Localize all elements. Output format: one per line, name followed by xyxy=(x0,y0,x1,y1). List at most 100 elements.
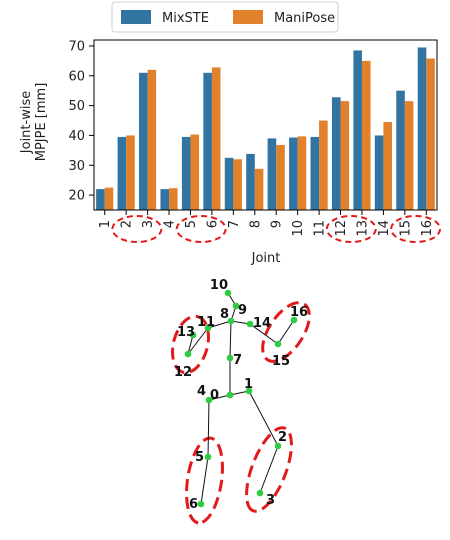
bar-mixste-7 xyxy=(224,157,234,210)
bar-manipose-8 xyxy=(254,168,264,210)
bar-manipose-1 xyxy=(104,187,114,210)
joint-label-1: 1 xyxy=(244,377,253,392)
bar-manipose-14 xyxy=(383,122,392,210)
x-tick-label-4: 4 xyxy=(163,220,178,228)
bar-manipose-3 xyxy=(147,69,157,210)
bar-manipose-13 xyxy=(361,60,371,210)
legend: MixSTE ManiPose xyxy=(111,1,339,33)
joint-label-12: 12 xyxy=(174,365,192,380)
legend-label-manipose: ManiPose xyxy=(274,11,335,26)
highlight-ellipse-limb-5-6 xyxy=(185,436,224,525)
joint-11 xyxy=(204,324,212,332)
bar-mixste-9 xyxy=(267,138,277,210)
bone-0-4 xyxy=(208,394,231,401)
joint-10 xyxy=(224,289,232,297)
joint-6 xyxy=(197,500,205,508)
bar-mixste-6 xyxy=(203,72,212,210)
joint-label-8: 8 xyxy=(220,307,229,322)
bone-14-15 xyxy=(249,323,279,345)
y-tick-label-40: 40 xyxy=(68,129,85,144)
bar-manipose-7 xyxy=(233,159,242,210)
highlight-ellipse-joints-5-6 xyxy=(175,215,227,243)
bone-8-11 xyxy=(207,320,232,329)
x-tick-label-10: 10 xyxy=(291,220,306,237)
highlight-ellipse-limb-12-13 xyxy=(171,314,210,375)
bar-mixste-1 xyxy=(96,189,105,210)
bone-1-2 xyxy=(248,390,279,447)
joint-label-7: 7 xyxy=(233,353,242,368)
bar-manipose-12 xyxy=(340,101,350,210)
bone-15-16 xyxy=(277,319,295,345)
bar-mixste-5 xyxy=(181,136,191,210)
bar-mixste-14 xyxy=(374,135,384,210)
bar-manipose-11 xyxy=(319,120,328,210)
bone-5-6 xyxy=(200,456,209,505)
joint-16 xyxy=(290,316,298,324)
joint-7 xyxy=(226,354,234,362)
y-tick-label-70: 70 xyxy=(68,39,85,54)
y-axis-label-line1: Joint-wise xyxy=(19,91,34,154)
y-tick-label-60: 60 xyxy=(68,69,85,84)
bar-mixste-8 xyxy=(246,153,255,210)
legend-swatch-mixste xyxy=(121,10,151,24)
x-tick-label-16: 16 xyxy=(420,220,435,237)
joint-15 xyxy=(274,340,282,348)
bar-mixste-16 xyxy=(417,47,427,211)
x-tick-label-3: 3 xyxy=(141,220,156,228)
highlight-ellipse-joints-12-13 xyxy=(325,215,377,243)
joint-label-3: 3 xyxy=(266,493,275,508)
x-tick-label-5: 5 xyxy=(184,220,199,228)
x-tick-label-15: 15 xyxy=(398,220,413,237)
joint-8 xyxy=(227,317,235,325)
legend-frame xyxy=(111,1,339,33)
joint-14 xyxy=(246,320,254,328)
highlight-ellipse-limb-15-16 xyxy=(261,301,311,363)
bar-mixste-15 xyxy=(396,90,405,210)
joint-2 xyxy=(274,442,282,450)
joint-label-4: 4 xyxy=(197,384,206,399)
bone-11-12 xyxy=(187,327,209,355)
joint-label-13: 13 xyxy=(177,325,195,340)
bar-mixste-12 xyxy=(331,97,341,210)
x-tick-label-9: 9 xyxy=(270,220,285,228)
joint-label-11: 11 xyxy=(197,315,215,330)
x-tick-label-6: 6 xyxy=(205,220,220,228)
y-tick-label-30: 30 xyxy=(68,159,85,174)
x-tick-label-14: 14 xyxy=(377,220,392,237)
x-tick-label-8: 8 xyxy=(248,220,263,228)
y-tick-label-50: 50 xyxy=(68,99,85,114)
x-tick-label-2: 2 xyxy=(120,220,135,228)
plot-frame xyxy=(93,39,438,211)
bar-mixste-4 xyxy=(160,189,170,210)
joint-label-10: 10 xyxy=(210,278,228,293)
y-tick-label-20: 20 xyxy=(68,189,85,204)
legend-label-mixste: MixSTE xyxy=(162,11,209,26)
bone-7-8 xyxy=(229,320,232,359)
joint-12 xyxy=(184,350,192,358)
joint-label-15: 15 xyxy=(272,354,290,369)
joint-label-16: 16 xyxy=(290,305,308,320)
bone-4-5 xyxy=(207,399,210,458)
x-tick-label-11: 11 xyxy=(313,220,328,237)
y-axis-label-line2: MPJPE [mm] xyxy=(34,83,49,162)
joint-label-5: 5 xyxy=(195,450,204,465)
joint-13 xyxy=(189,331,197,339)
bar-manipose-9 xyxy=(276,144,285,210)
joint-5 xyxy=(204,453,212,461)
bar-mixste-3 xyxy=(139,72,148,210)
bar-manipose-2 xyxy=(126,135,135,210)
joint-1 xyxy=(245,387,253,395)
bar-mixste-13 xyxy=(353,50,362,210)
bar-mixste-2 xyxy=(117,136,127,210)
joint-4 xyxy=(205,396,213,404)
bone-2-3 xyxy=(259,445,279,494)
x-tick-label-1: 1 xyxy=(98,220,113,228)
joint-label-6: 6 xyxy=(189,497,198,512)
joint-label-2: 2 xyxy=(278,430,287,445)
joint-3 xyxy=(256,489,264,497)
bar-manipose-4 xyxy=(169,188,178,210)
x-tick-label-13: 13 xyxy=(355,220,370,237)
x-tick-label-7: 7 xyxy=(227,220,242,228)
